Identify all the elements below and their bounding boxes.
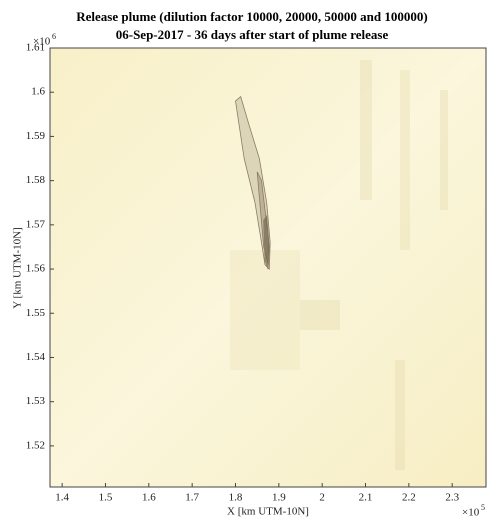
y-tick-label: 1.61	[26, 42, 45, 54]
x-tick-label: 1.4	[55, 492, 69, 504]
x-tick-label: 2.3	[445, 492, 459, 504]
x-tick-label: 1.9	[272, 492, 286, 504]
y-tick-label: 1.55	[26, 307, 46, 319]
x-tick-label: 2.2	[402, 492, 416, 504]
chart-title: Release plume (dilution factor 10000, 20…	[76, 9, 427, 24]
x-multiplier-exponent: 5	[481, 503, 485, 512]
x-tick-label: 1.7	[185, 492, 199, 504]
y-tick-label: 1.6	[31, 86, 45, 98]
x-axis-label: X [km UTM-10N]	[227, 506, 309, 518]
y-axis-label: Y [km UTM-10N]	[12, 227, 24, 308]
x-tick-label: 2.1	[359, 492, 373, 504]
y-tick-label: 1.57	[26, 218, 46, 230]
y-multiplier-exponent: 6	[52, 32, 56, 41]
y-tick-label: 1.58	[26, 174, 46, 186]
y-tick-label: 1.56	[26, 263, 46, 275]
y-tick-label: 1.52	[26, 439, 45, 451]
x-tick-label: 1.8	[229, 492, 243, 504]
y-tick-label: 1.53	[26, 395, 46, 407]
chart-subtitle: 06-Sep-2017 - 36 days after start of plu…	[116, 27, 389, 42]
y-tick-label: 1.59	[26, 130, 46, 142]
x-tick-label: 1.5	[99, 492, 113, 504]
y-tick-label: 1.54	[26, 351, 46, 363]
x-tick-label: 1.6	[142, 492, 156, 504]
chart: Release plume (dilution factor 10000, 20…	[0, 0, 487, 521]
x-tick-label: 2	[319, 492, 325, 504]
x-multiplier: ×10	[462, 507, 480, 519]
